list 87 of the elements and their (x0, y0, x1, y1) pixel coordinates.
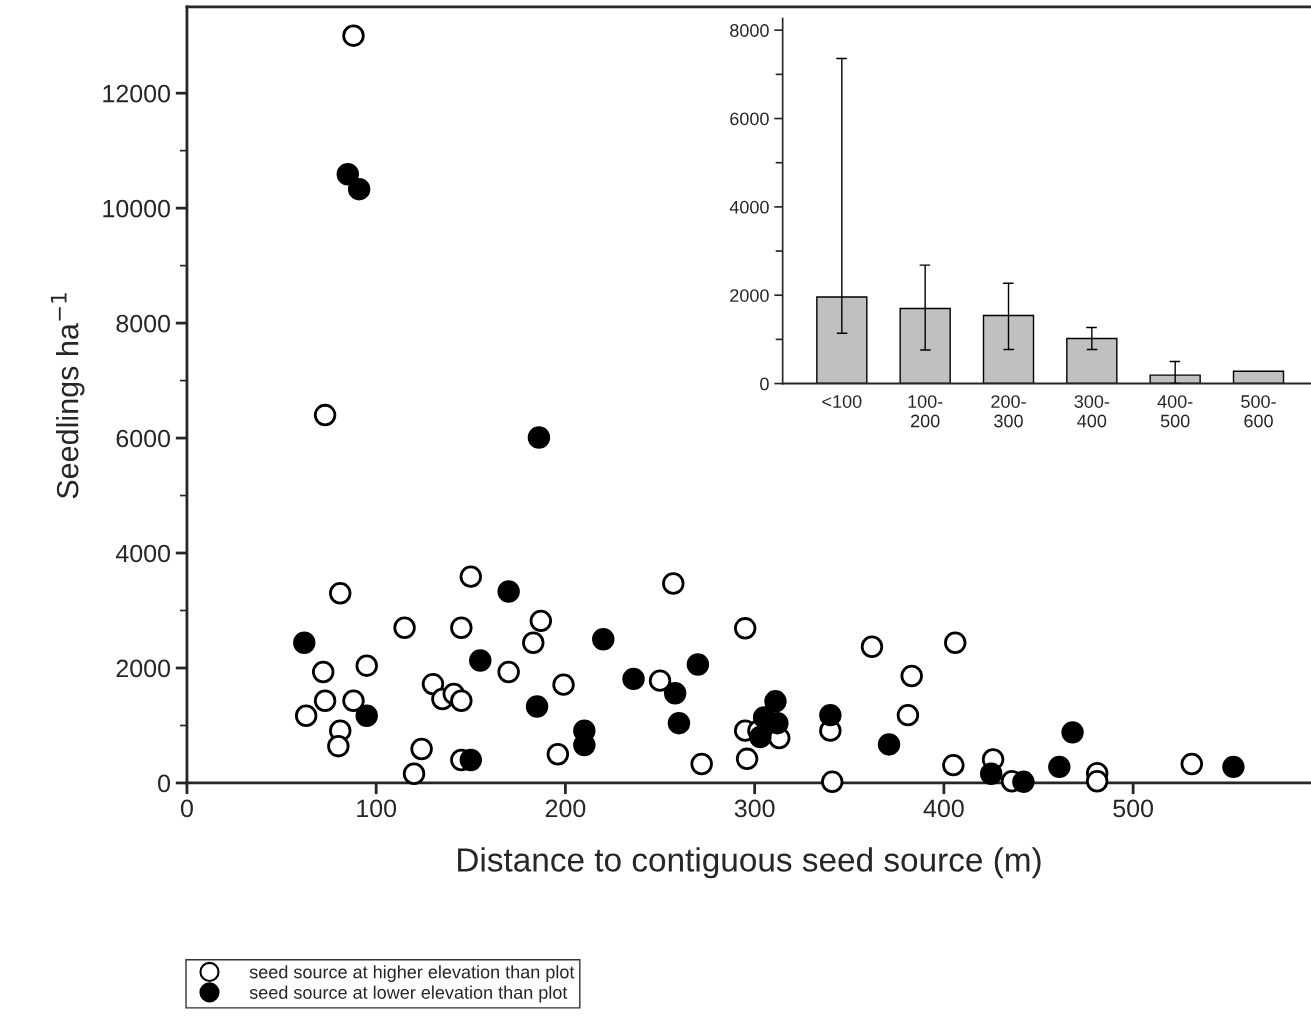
y-tick-label: 6000 (730, 112, 769, 126)
point (942, 753, 965, 777)
point (459, 748, 483, 772)
point (355, 654, 378, 677)
point (529, 609, 553, 633)
y-tick-label: 2000 (730, 289, 769, 302)
y-tick-label: 4000 (729, 200, 769, 214)
point (342, 24, 365, 47)
x-tick-label: 300 (734, 799, 775, 818)
point (819, 703, 842, 727)
x-tick-label: 200- 300 (991, 395, 1026, 428)
point (1012, 770, 1035, 794)
point (293, 631, 316, 654)
point (979, 762, 1003, 785)
point (766, 711, 789, 735)
point (497, 660, 520, 684)
point (450, 689, 473, 712)
x-tick-label: 100 (357, 799, 397, 818)
point (459, 565, 483, 588)
point (527, 426, 551, 449)
point (667, 711, 691, 735)
point (355, 704, 378, 727)
point (546, 743, 570, 766)
y-tick-label: 12000 (103, 84, 171, 103)
point (421, 672, 445, 696)
legend-label: seed source at higher elevation than plot (249, 965, 575, 982)
point (522, 631, 545, 654)
x-tick-label: 500 (1113, 799, 1153, 818)
point (552, 673, 575, 696)
y-tick-label: 0 (760, 377, 769, 391)
point (497, 580, 520, 603)
point (877, 733, 901, 756)
point (592, 628, 615, 651)
point (469, 649, 492, 672)
x-tick-label: 400 (923, 799, 964, 818)
point (410, 737, 433, 761)
y-tick-label: 4000 (115, 544, 170, 563)
point (347, 177, 371, 201)
point (764, 690, 787, 713)
x-tick-label: <100 (822, 395, 862, 408)
x-tick-label: 200 (545, 799, 586, 818)
point (327, 734, 350, 758)
point (648, 669, 672, 692)
point (944, 631, 967, 654)
x-tick-label: 100- 200 (908, 395, 943, 428)
point (313, 403, 337, 427)
y-tick-label: 6000 (116, 429, 170, 448)
point (821, 770, 844, 794)
point (735, 747, 759, 771)
x-tick-label: 500- 600 (1241, 395, 1276, 428)
point (686, 653, 710, 676)
point (1180, 752, 1203, 776)
point (860, 635, 884, 658)
point (1222, 755, 1245, 779)
point (450, 616, 473, 639)
point (311, 660, 335, 684)
point (525, 695, 549, 718)
bar (1232, 370, 1285, 384)
y-tick-label: 10000 (103, 199, 171, 218)
point (1085, 770, 1109, 793)
point (329, 582, 352, 605)
point (393, 616, 416, 639)
point (896, 703, 920, 727)
point (402, 762, 426, 785)
point (662, 572, 685, 595)
x-tick-label: 300- 400 (1074, 395, 1110, 428)
point (342, 689, 365, 712)
point (663, 682, 687, 705)
point (294, 704, 318, 727)
point (336, 163, 360, 186)
legend-label: seed source at lower elevation than plot (249, 985, 568, 1003)
point (313, 689, 337, 712)
point (749, 725, 772, 749)
y-tick-label: 0 (158, 774, 170, 793)
x-axis-title: Distance to contiguous seed source (m) (458, 847, 1041, 879)
y-tick-label: 8000 (116, 314, 170, 333)
x-tick-label: 0 (180, 799, 193, 818)
y-tick-label: 8000 (730, 24, 769, 37)
point (690, 752, 713, 776)
point (1048, 755, 1071, 779)
point (1061, 721, 1084, 744)
point (900, 664, 923, 688)
y-tick-label: 2000 (116, 659, 170, 678)
y-axis-title: Seedlings ha$^{−1}$ (50, 293, 85, 499)
point (733, 617, 757, 640)
point (622, 667, 645, 691)
x-tick-label: 400- 500 (1157, 395, 1193, 428)
